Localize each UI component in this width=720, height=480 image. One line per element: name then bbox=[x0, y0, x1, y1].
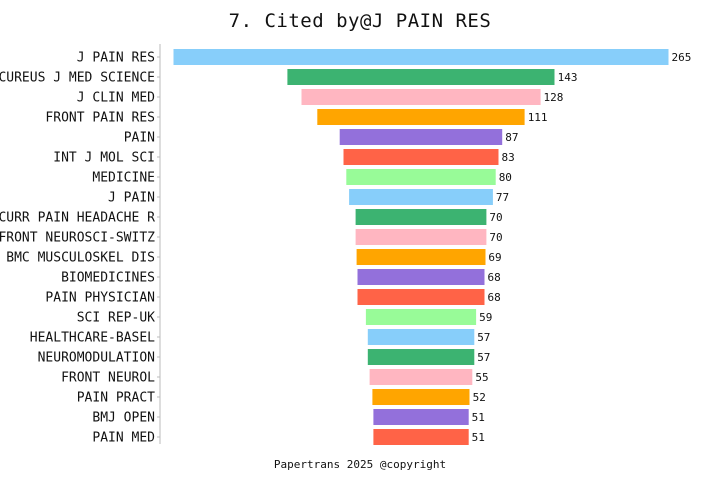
bar bbox=[356, 249, 486, 265]
bar bbox=[339, 129, 503, 145]
value-label: 143 bbox=[558, 71, 578, 84]
bar bbox=[365, 309, 477, 325]
category-label: BMJ OPEN bbox=[92, 411, 155, 426]
category-label: PAIN bbox=[124, 131, 155, 146]
category-label: BMC MUSCULOSKEL DIS bbox=[6, 251, 155, 266]
category-label: BIOMEDICINES bbox=[61, 271, 155, 286]
value-label: 59 bbox=[479, 311, 492, 324]
category-label: PAIN MED bbox=[92, 431, 155, 446]
category-label: CUREUS J MED SCIENCE bbox=[0, 71, 155, 86]
bar bbox=[346, 169, 496, 185]
bar bbox=[373, 429, 469, 445]
bar bbox=[367, 329, 475, 345]
chart-title: 7. Cited by@J PAIN RES bbox=[228, 10, 492, 32]
category-label: PAIN PHYSICIAN bbox=[45, 291, 155, 306]
category-label: J PAIN RES bbox=[77, 51, 155, 66]
category-label: J PAIN bbox=[108, 191, 155, 206]
bar bbox=[317, 109, 525, 125]
bar bbox=[357, 289, 485, 305]
value-label: 68 bbox=[488, 271, 501, 284]
copyright-footer: Papertrans 2025 @copyright bbox=[273, 458, 447, 471]
bar bbox=[373, 409, 469, 425]
category-label: FRONT PAIN RES bbox=[45, 111, 155, 126]
category-label: HEALTHCARE-BASEL bbox=[30, 331, 155, 346]
category-label: SCI REP-UK bbox=[77, 311, 155, 326]
value-label: 55 bbox=[475, 371, 488, 384]
bar bbox=[357, 269, 485, 285]
value-label: 70 bbox=[489, 211, 502, 224]
value-label: 57 bbox=[477, 331, 490, 344]
bar bbox=[173, 49, 669, 65]
category-label: PAIN PRACT bbox=[77, 391, 155, 406]
value-label: 52 bbox=[473, 391, 486, 404]
bar bbox=[349, 189, 493, 205]
value-label: 68 bbox=[488, 291, 501, 304]
value-label: 83 bbox=[502, 151, 515, 164]
category-label: NEUROMODULATION bbox=[38, 351, 155, 366]
value-label: 51 bbox=[472, 411, 485, 424]
bar bbox=[355, 229, 487, 245]
bar bbox=[355, 209, 487, 225]
category-label: FRONT NEUROSCI-SWITZ bbox=[0, 231, 155, 246]
bar bbox=[369, 369, 473, 385]
value-label: 128 bbox=[544, 91, 564, 104]
value-label: 70 bbox=[489, 231, 502, 244]
value-label: 69 bbox=[488, 251, 501, 264]
value-label: 111 bbox=[528, 111, 548, 124]
value-label: 77 bbox=[496, 191, 509, 204]
bar bbox=[287, 69, 555, 85]
value-label: 57 bbox=[477, 351, 490, 364]
category-label: MEDICINE bbox=[92, 171, 155, 186]
bar bbox=[372, 389, 470, 405]
value-label: 51 bbox=[472, 431, 485, 444]
category-label: CURR PAIN HEADACHE R bbox=[0, 211, 155, 226]
category-label: FRONT NEUROL bbox=[61, 371, 155, 386]
bar bbox=[367, 349, 475, 365]
value-label: 80 bbox=[499, 171, 512, 184]
category-label: INT J MOL SCI bbox=[53, 151, 155, 166]
category-label: J CLIN MED bbox=[77, 91, 155, 106]
value-label: 265 bbox=[672, 51, 692, 64]
bar bbox=[343, 149, 499, 165]
value-label: 87 bbox=[505, 131, 518, 144]
bar bbox=[301, 89, 541, 105]
